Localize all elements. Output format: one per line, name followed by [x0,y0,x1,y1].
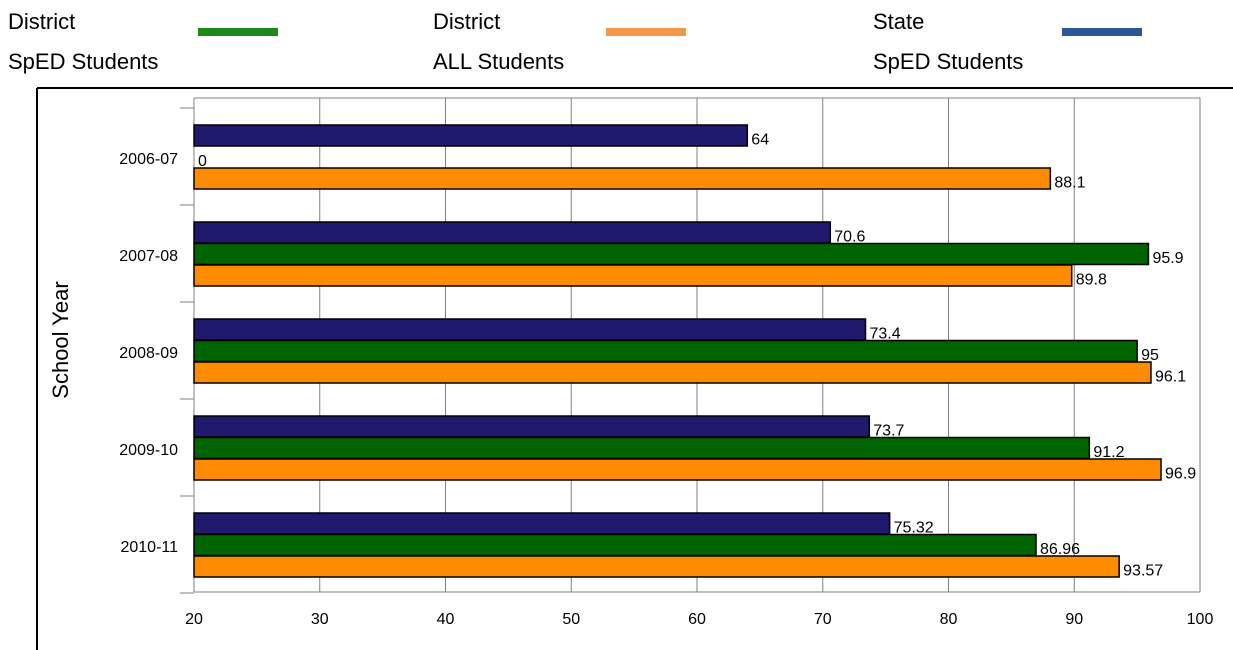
data-label: 88.1 [1054,175,1085,192]
y-tick-label: 2009-10 [119,442,178,459]
bar [193,512,891,535]
y-axis-title: School Year [48,281,73,398]
bar [193,361,1152,384]
data-label: 73.4 [870,326,901,343]
x-tick-label: 80 [940,611,958,628]
legend-swatch [606,28,686,36]
data-label: 95.9 [1152,250,1183,267]
legend-label: State SpED Students [873,9,1024,74]
bar [193,264,1073,287]
y-tick-label: 2006-07 [119,151,178,168]
data-label: 73.7 [873,423,904,440]
bar [193,436,1091,460]
legend-label: District ALL Students [433,9,565,74]
x-tick-label: 30 [311,611,329,628]
bar [193,555,1120,578]
y-tick-label: 2010-11 [120,539,178,556]
bar [193,221,832,244]
data-label: 96.9 [1165,466,1196,483]
data-label: 96.1 [1155,369,1186,386]
bar [193,167,1052,190]
bar [193,533,1037,557]
data-label: 93.57 [1123,563,1163,580]
data-label: 75.32 [894,520,934,537]
x-tick-label: 20 [185,611,203,628]
data-label: 64 [751,132,769,149]
data-label: 86.96 [1040,541,1080,558]
x-tick-label: 100 [1187,611,1214,628]
y-tick-label: 2008-09 [119,345,178,362]
x-tick-label: 90 [1065,611,1083,628]
bar [193,318,867,341]
bar [193,415,871,438]
bar [193,124,749,147]
x-tick-label: 50 [562,611,580,628]
x-tick-label: 40 [437,611,455,628]
bar [193,242,1150,266]
y-tick-label: 2007-08 [119,248,178,265]
x-tick-label: 70 [814,611,832,628]
data-label: 95 [1141,347,1159,364]
data-label: 0 [198,153,207,170]
legend-label: District SpED Students [8,9,159,74]
data-label: 70.6 [834,229,865,246]
legend-swatch [1062,28,1142,36]
bar [193,339,1138,363]
x-tick-label: 60 [688,611,706,628]
bar [193,458,1162,481]
legend-swatch [198,28,278,36]
data-label: 91.2 [1093,444,1124,461]
data-label: 89.8 [1076,272,1107,289]
